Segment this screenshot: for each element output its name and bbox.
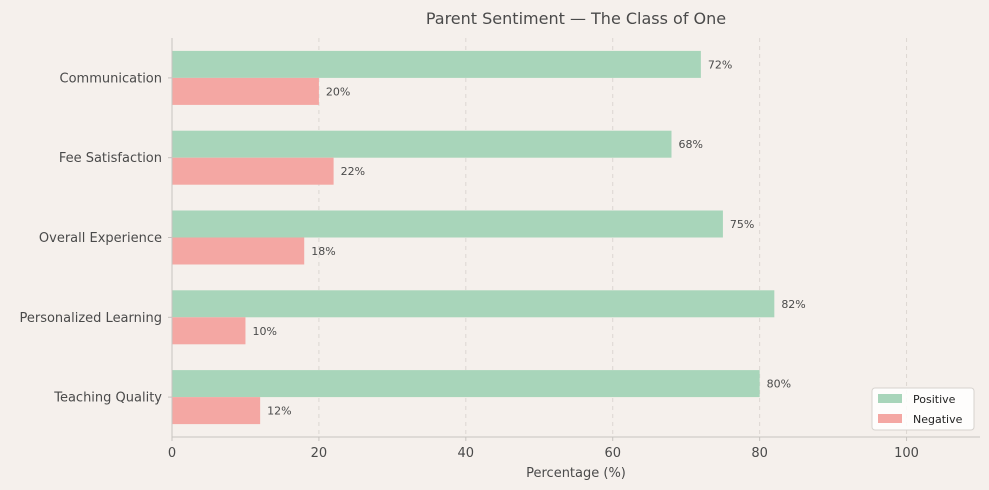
bar-negative-personalized-learning	[172, 317, 246, 345]
bar-positive-teaching-quality	[172, 370, 760, 398]
y-tick-label-communication: Communication	[60, 71, 162, 86]
bar-negative-fee-satisfaction	[172, 157, 334, 185]
data-label-positive-communication: 72%	[708, 58, 732, 71]
bar-negative-teaching-quality	[172, 397, 261, 425]
x-tick-label-40: 40	[458, 446, 475, 461]
data-label-positive-personalized-learning: 82%	[781, 298, 805, 311]
x-axis-title: Percentage (%)	[526, 466, 626, 481]
y-tick-label-fee-satisfaction: Fee Satisfaction	[59, 151, 162, 166]
chart-title: Parent Sentiment — The Class of One	[426, 9, 726, 28]
y-tick-label-teaching-quality: Teaching Quality	[53, 391, 162, 406]
legend-label-negative: Negative	[913, 413, 963, 426]
data-labels: 72% 20% 68% 22% 75% 18% 82% 10% 80% 12%	[252, 58, 805, 417]
data-label-negative-fee-satisfaction: 22%	[341, 165, 365, 178]
y-tick-label-overall-experience: Overall Experience	[39, 231, 162, 246]
legend: Positive Negative	[871, 387, 975, 431]
x-tick-label-100: 100	[894, 446, 919, 461]
data-label-positive-overall-experience: 75%	[730, 218, 754, 231]
legend-label-positive: Positive	[913, 393, 956, 406]
bars	[172, 50, 775, 425]
y-tick-label-personalized-learning: Personalized Learning	[19, 311, 162, 326]
legend-swatch-positive	[878, 394, 902, 403]
bar-positive-communication	[172, 50, 701, 78]
data-label-negative-communication: 20%	[326, 85, 350, 98]
x-tick-label-20: 20	[311, 446, 328, 461]
data-label-negative-personalized-learning: 10%	[252, 325, 276, 338]
bar-positive-overall-experience	[172, 210, 723, 238]
bar-negative-communication	[172, 77, 319, 105]
x-tick-label-60: 60	[604, 446, 621, 461]
bar-positive-fee-satisfaction	[172, 130, 672, 158]
data-label-positive-fee-satisfaction: 68%	[678, 138, 702, 151]
data-label-positive-teaching-quality: 80%	[767, 378, 791, 391]
data-label-negative-overall-experience: 18%	[311, 245, 335, 258]
x-tick-label-0: 0	[168, 446, 176, 461]
x-tick-label-80: 80	[751, 446, 768, 461]
bar-negative-overall-experience	[172, 237, 305, 265]
legend-swatch-negative	[878, 414, 902, 423]
bar-positive-personalized-learning	[172, 290, 775, 318]
ticks: 0 20 40 60 80 100 Communication Fee Satisfactio…	[19, 71, 918, 461]
data-label-negative-teaching-quality: 12%	[267, 405, 291, 418]
